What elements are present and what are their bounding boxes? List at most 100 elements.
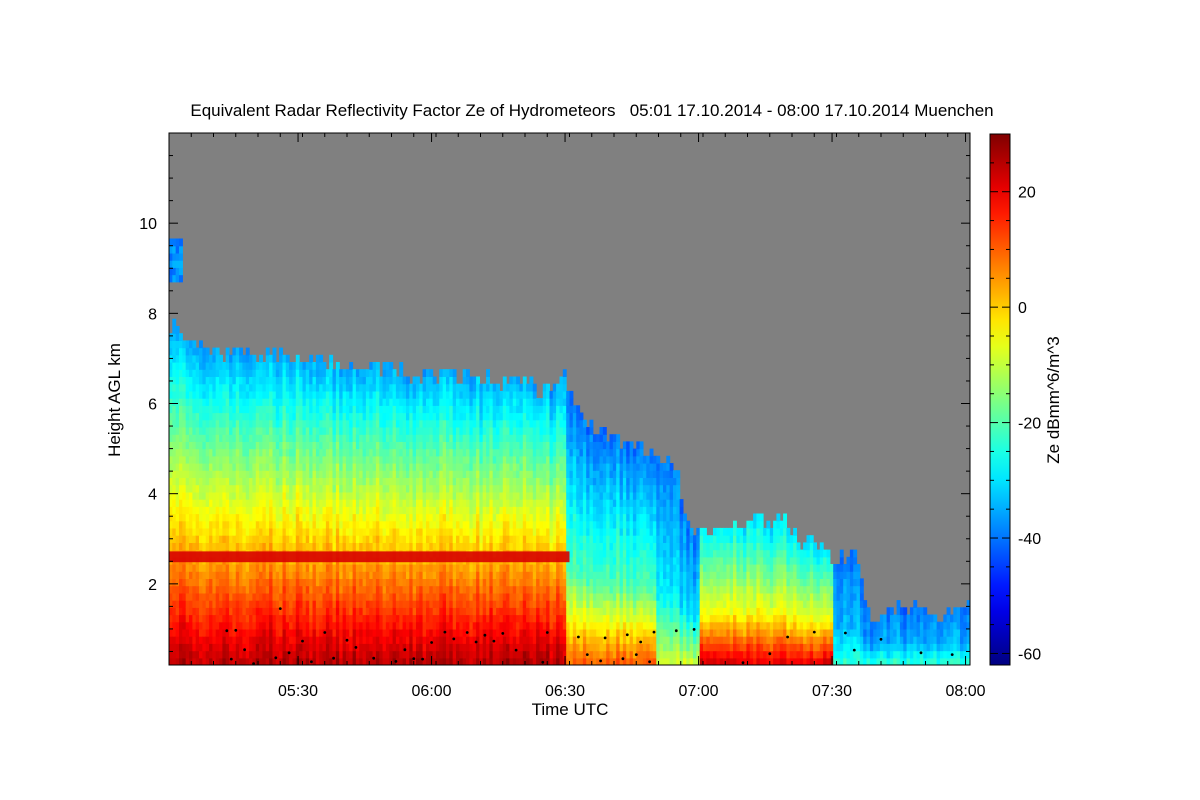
ze-cell xyxy=(365,636,370,644)
ze-cell xyxy=(466,419,470,428)
ze-cell xyxy=(432,383,437,392)
ze-cell xyxy=(355,491,360,500)
ze-cell xyxy=(192,419,197,428)
ze-cell xyxy=(452,398,457,406)
ze-cell xyxy=(172,614,177,623)
ze-cell xyxy=(212,520,217,529)
ze-cell xyxy=(466,412,470,421)
ze-cell xyxy=(379,405,384,414)
ze-cell xyxy=(385,390,390,399)
ze-cell xyxy=(315,628,320,637)
ze-cell xyxy=(409,542,414,551)
ze-cell xyxy=(486,585,490,594)
ze-cell xyxy=(312,585,317,594)
ze-cell xyxy=(352,520,357,529)
ze-cell xyxy=(399,650,404,659)
ze-cell xyxy=(389,650,394,659)
ze-cell xyxy=(325,520,330,529)
ze-cell xyxy=(329,535,334,543)
ze-cell xyxy=(409,527,414,536)
ze-cell xyxy=(452,383,457,392)
ze-cell xyxy=(426,636,430,644)
ze-cell xyxy=(325,513,330,522)
ze-cell xyxy=(479,434,484,442)
ze-cell xyxy=(332,419,337,428)
ze-cell xyxy=(195,578,200,587)
ze-cell xyxy=(382,628,387,637)
ze-cell xyxy=(192,520,197,529)
ze-cell xyxy=(245,398,250,406)
ze-cell xyxy=(482,419,487,428)
ze-cell xyxy=(349,463,354,471)
ze-cell xyxy=(355,650,360,659)
ze-cell xyxy=(479,412,484,421)
ze-cell xyxy=(272,513,277,522)
ze-cell xyxy=(375,564,380,572)
ze-cell xyxy=(235,463,240,471)
ze-cell xyxy=(416,455,420,464)
ze-cell xyxy=(182,383,187,392)
ze-cell xyxy=(516,592,520,601)
ze-cell xyxy=(375,643,380,652)
ze-cell xyxy=(169,643,173,652)
ze-cell xyxy=(389,362,394,370)
ze-cell xyxy=(202,499,207,507)
ze-cell xyxy=(456,441,460,450)
ze-cell xyxy=(402,419,407,428)
ze-cell xyxy=(239,477,243,486)
ze-cell xyxy=(436,571,440,579)
ze-cell xyxy=(372,636,377,644)
ze-cell xyxy=(365,621,370,630)
ze-cell xyxy=(282,484,287,493)
ze-cell xyxy=(205,592,210,601)
ze-cell xyxy=(389,383,394,392)
ze-cell xyxy=(312,491,317,500)
ze-cell xyxy=(312,499,317,507)
ze-cell xyxy=(339,650,344,659)
ze-cell xyxy=(279,434,283,442)
ze-cell xyxy=(255,434,260,442)
ze-cell xyxy=(195,621,200,630)
ze-cell xyxy=(506,499,510,507)
ze-cell xyxy=(432,564,437,572)
ze-cell xyxy=(199,427,203,435)
ze-cell xyxy=(516,405,520,414)
ze-cell xyxy=(209,600,213,608)
ze-cell xyxy=(269,441,273,450)
ze-cell xyxy=(245,506,250,515)
ze-cell xyxy=(462,650,467,659)
ze-cell xyxy=(222,571,227,579)
ze-cell xyxy=(205,455,210,464)
ze-cell xyxy=(235,614,240,623)
ze-cell xyxy=(205,621,210,630)
ze-cell xyxy=(375,542,380,551)
ze-cell xyxy=(556,477,560,486)
ze-cell xyxy=(359,592,364,601)
ze-cell xyxy=(312,607,317,616)
ze-cell xyxy=(526,520,530,529)
ze-cell xyxy=(232,643,237,652)
ze-cell xyxy=(452,390,457,399)
ze-cell xyxy=(472,506,477,515)
ze-cell xyxy=(409,657,414,665)
ze-cell xyxy=(389,527,394,536)
ze-cell xyxy=(382,455,387,464)
ze-cell xyxy=(409,643,414,652)
ze-cell xyxy=(529,441,534,450)
ze-cell xyxy=(506,585,510,594)
ze-cell xyxy=(519,614,524,623)
ze-cell xyxy=(476,535,480,543)
ze-cell xyxy=(429,513,434,522)
ze-cell xyxy=(292,520,297,529)
ze-cell xyxy=(319,354,324,363)
ze-cell xyxy=(539,419,544,428)
ze-cell xyxy=(179,506,183,515)
ze-cell xyxy=(516,527,520,536)
ze-cell xyxy=(192,347,197,356)
ze-cell xyxy=(385,592,390,601)
ze-cell xyxy=(279,499,283,507)
ze-cell xyxy=(245,484,250,493)
ze-cell xyxy=(182,571,187,579)
ze-cell xyxy=(352,650,357,659)
ze-cell xyxy=(499,585,504,594)
